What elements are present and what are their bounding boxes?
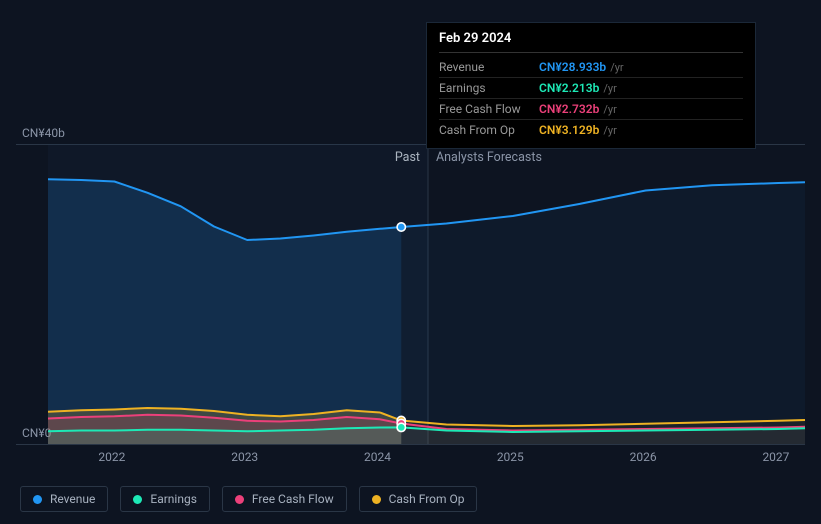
x-axis-label: 2022: [98, 450, 125, 464]
tooltip-date: Feb 29 2024: [439, 31, 743, 53]
tooltip-metric-label: Cash From Op: [439, 123, 539, 137]
series-marker-revenue: [397, 223, 405, 231]
chart-tooltip: Feb 29 2024 RevenueCN¥28.933b/yrEarnings…: [426, 22, 756, 149]
legend-label: Free Cash Flow: [252, 492, 334, 506]
legend-label: Cash From Op: [389, 492, 465, 506]
tooltip-metric-value: CN¥2.213b: [539, 81, 599, 95]
tooltip-metric-value: CN¥28.933b: [539, 60, 606, 74]
tooltip-metric-label: Earnings: [439, 81, 539, 95]
x-axis-label: 2027: [762, 450, 789, 464]
tooltip-metric-label: Free Cash Flow: [439, 102, 539, 116]
x-axis-label: 2024: [364, 450, 391, 464]
tooltip-row: RevenueCN¥28.933b/yr: [439, 57, 743, 78]
tooltip-metric-value: CN¥2.732b: [539, 102, 599, 116]
legend-label: Revenue: [50, 492, 95, 506]
x-axis-label: 2023: [231, 450, 258, 464]
legend-item-free-cash-flow[interactable]: Free Cash Flow: [222, 486, 347, 512]
legend-swatch: [133, 495, 142, 504]
chart-legend: Revenue Earnings Free Cash Flow Cash From O…: [20, 486, 477, 512]
tooltip-row: Cash From OpCN¥3.129b/yr: [439, 120, 743, 140]
tooltip-metric-value: CN¥3.129b: [539, 123, 599, 137]
legend-swatch: [372, 495, 381, 504]
tooltip-metric-label: Revenue: [439, 60, 539, 74]
legend-swatch: [33, 495, 42, 504]
series-marker-earnings: [397, 423, 405, 431]
legend-item-earnings[interactable]: Earnings: [120, 486, 210, 512]
legend-item-cash-from-op[interactable]: Cash From Op: [359, 486, 478, 512]
tooltip-metric-suffix: /yr: [610, 61, 623, 74]
legend-label: Earnings: [150, 492, 197, 506]
x-axis-label: 2025: [497, 450, 524, 464]
tooltip-row: EarningsCN¥2.213b/yr: [439, 78, 743, 99]
x-axis-label: 2026: [630, 450, 657, 464]
financial-chart: { "layout": { "width": 821, "height": 52…: [0, 0, 821, 524]
tooltip-metric-suffix: /yr: [603, 103, 616, 116]
tooltip-row: Free Cash FlowCN¥2.732b/yr: [439, 99, 743, 120]
legend-item-revenue[interactable]: Revenue: [20, 486, 108, 512]
tooltip-metric-suffix: /yr: [603, 82, 616, 95]
legend-swatch: [235, 495, 244, 504]
tooltip-metric-suffix: /yr: [603, 124, 616, 137]
